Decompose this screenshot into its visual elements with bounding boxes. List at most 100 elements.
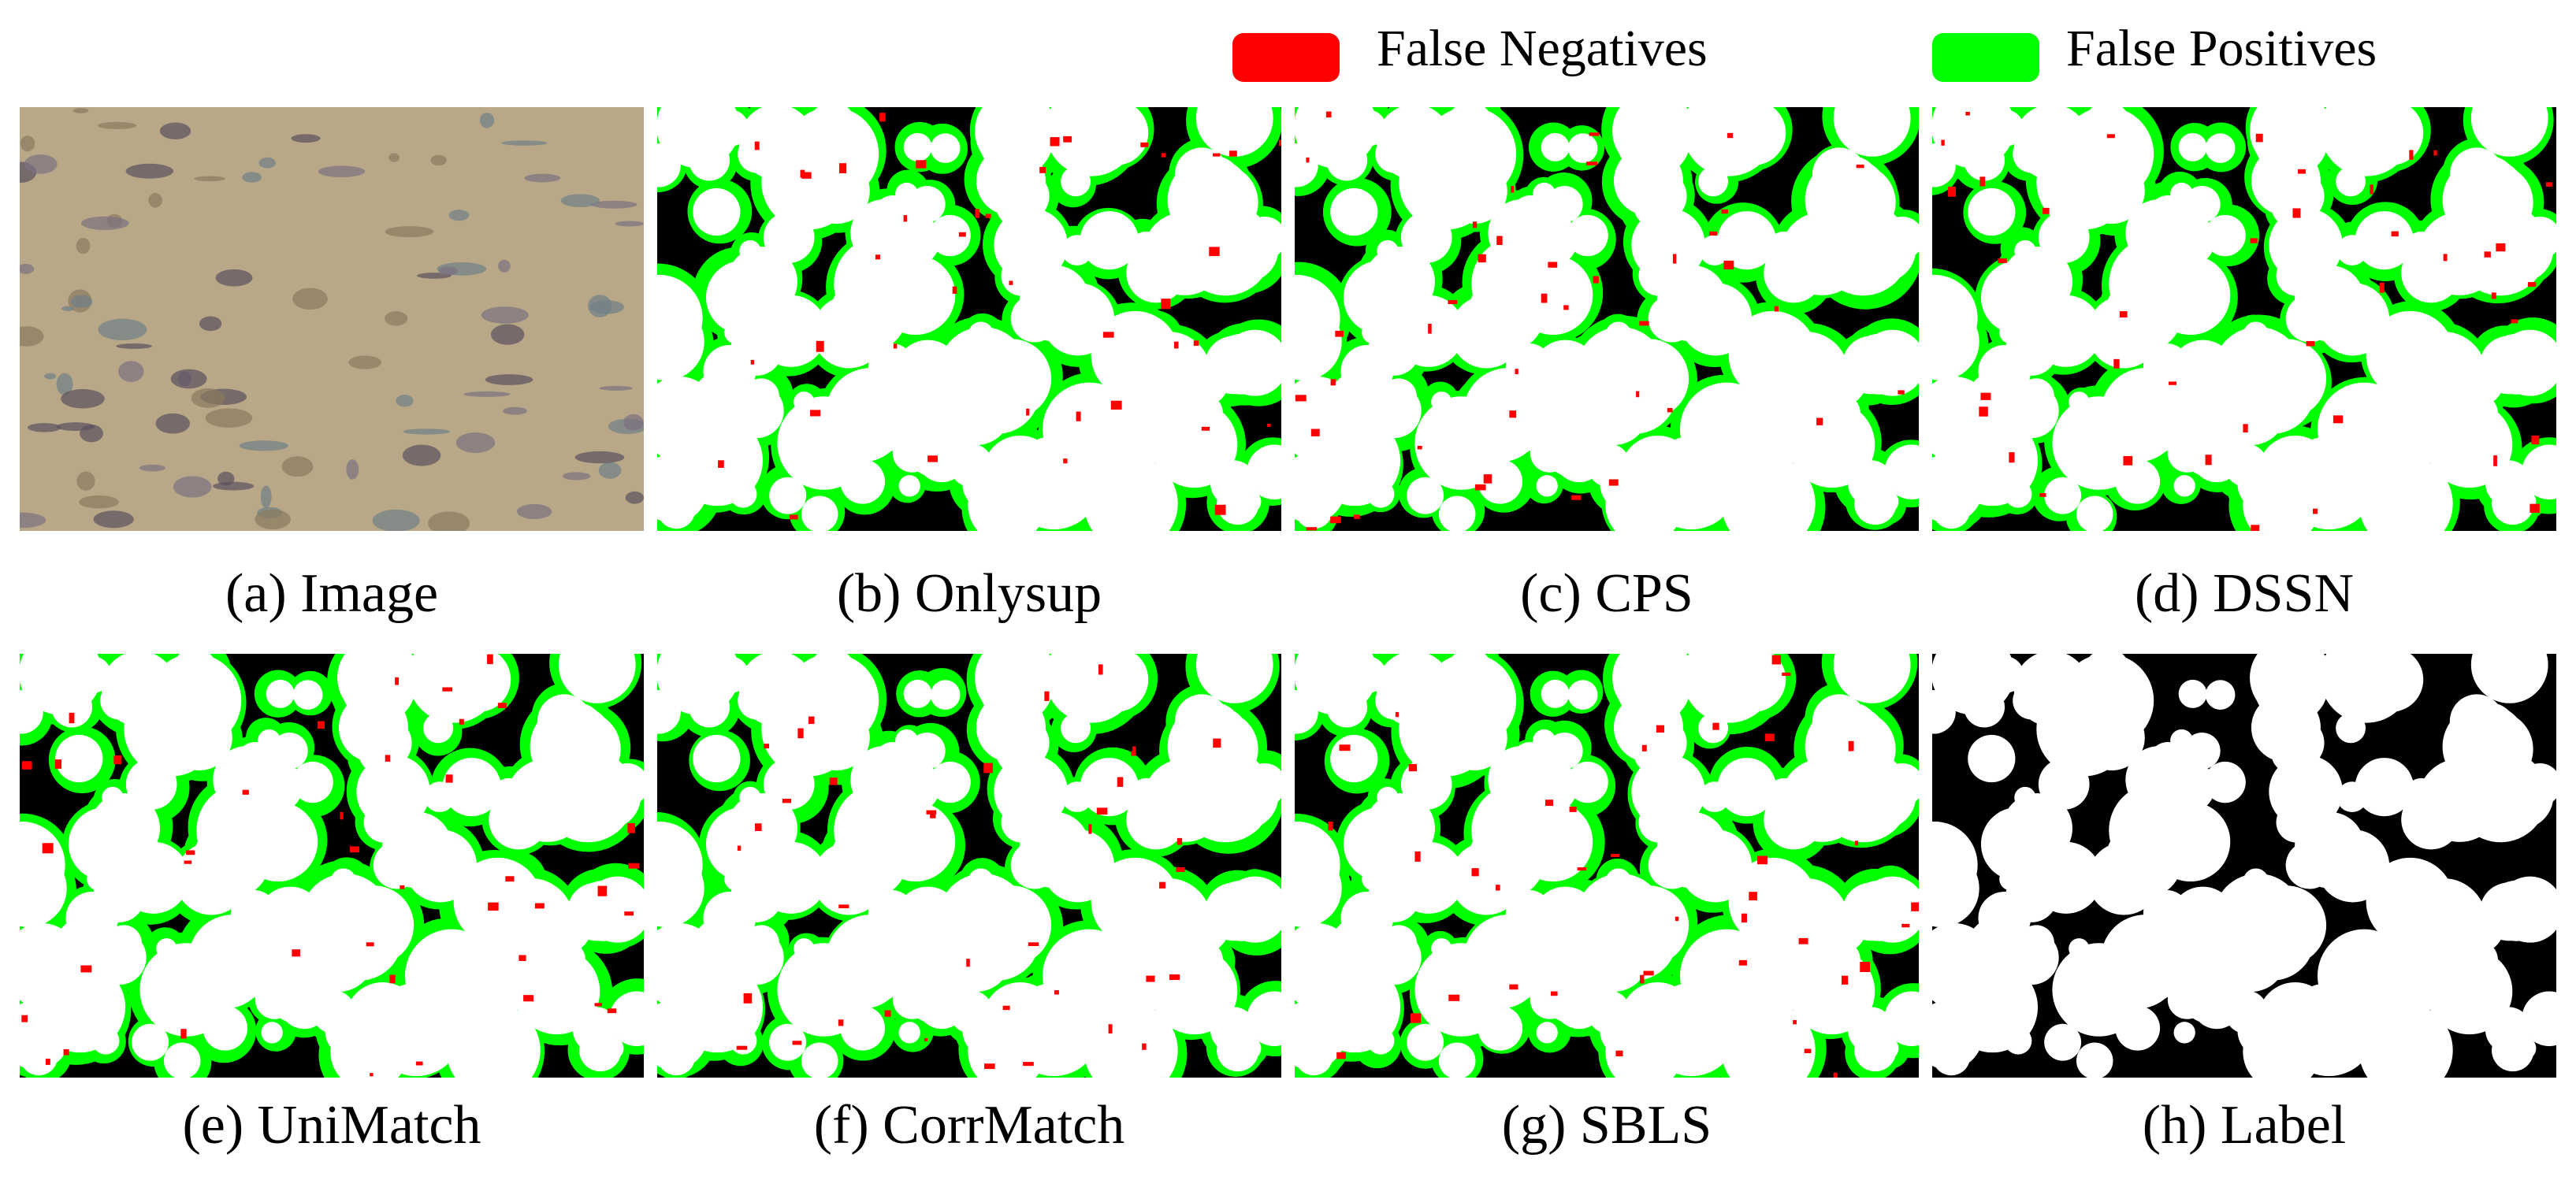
foreground (1431, 391, 1452, 413)
foreground (1471, 783, 1566, 878)
vegetation (76, 237, 91, 254)
false-negative (242, 789, 249, 795)
false-negative (1039, 166, 1046, 173)
false-negative (1615, 1050, 1623, 1057)
foreground (1438, 495, 1476, 531)
foreground (975, 107, 1057, 173)
foreground (403, 829, 478, 903)
vegetation (170, 369, 207, 389)
foreground (2512, 332, 2541, 361)
segmentation-map (1295, 654, 1919, 1078)
segmentation-map (657, 654, 1281, 1078)
false-negative (2545, 182, 2552, 187)
foreground (1221, 876, 1281, 943)
foreground (712, 109, 749, 147)
foreground (1400, 304, 1444, 347)
false-negative (45, 1058, 50, 1065)
false-negative (893, 343, 898, 349)
foreground (1441, 704, 1507, 771)
legend-label: False Negatives (1377, 20, 1708, 77)
foreground (2317, 929, 2411, 1023)
foreground (1247, 444, 1281, 500)
foreground (2328, 117, 2359, 148)
foreground (2316, 283, 2390, 356)
vegetation (516, 503, 552, 519)
foreground (1987, 109, 2024, 147)
false-negative (808, 716, 815, 725)
vegetation (560, 194, 600, 208)
foreground (292, 680, 323, 710)
foreground (1067, 488, 1091, 513)
vegetation (625, 491, 644, 504)
foreground (1330, 734, 1378, 783)
false-negative (789, 514, 798, 520)
foreground (188, 915, 277, 1004)
foreground (1295, 302, 1342, 380)
foreground (2205, 133, 2236, 163)
foreground (606, 763, 644, 807)
false-negative (1721, 209, 1728, 214)
false-negative (1639, 321, 1649, 326)
false-negative (2119, 311, 2128, 318)
foreground (801, 1042, 838, 1078)
foreground (1478, 458, 1523, 504)
foreground (2243, 321, 2269, 347)
foreground (1174, 694, 1229, 749)
foreground (1875, 879, 1903, 907)
foreground (1067, 1035, 1091, 1059)
foreground (2271, 187, 2310, 226)
panel-caption: (e) UniMatch (182, 1095, 481, 1156)
false-negative (1160, 1077, 1168, 1078)
foreground (61, 1007, 95, 1043)
foreground (337, 654, 419, 719)
vegetation (591, 200, 637, 209)
false-negative (810, 410, 821, 417)
foreground (2149, 195, 2187, 233)
foreground (693, 734, 741, 783)
foreground (20, 849, 67, 927)
false-negative (1306, 527, 1318, 531)
foreground (1221, 329, 1281, 396)
foreground (255, 980, 295, 1019)
false-negative (459, 718, 464, 725)
false-negative (838, 163, 847, 173)
foreground (292, 761, 333, 803)
foreground (489, 789, 548, 850)
foreground (1349, 656, 1387, 693)
foreground (2496, 329, 2556, 396)
foreground (74, 656, 112, 693)
foreground (2336, 166, 2366, 197)
foreground (1822, 941, 1860, 979)
vegetation (524, 173, 561, 183)
false-negative (1193, 340, 1199, 347)
false-negative (801, 172, 812, 179)
foreground (2018, 925, 2054, 962)
foreground (1704, 1035, 1729, 1059)
false-negative (42, 843, 54, 854)
foreground (698, 1007, 733, 1043)
false-negative (2511, 319, 2518, 324)
false-negative (2297, 169, 2306, 174)
false-negative (292, 949, 300, 957)
false-negative (2255, 133, 2263, 143)
foreground (769, 477, 807, 514)
foreground (840, 458, 886, 504)
foreground (423, 713, 454, 744)
vegetation (574, 451, 625, 464)
foreground (1612, 107, 1694, 173)
segmentation-map (1295, 107, 1919, 531)
false-negative (2433, 150, 2437, 156)
false-negative (2251, 525, 2260, 531)
false-negative (1076, 411, 1081, 421)
vegetation (70, 295, 93, 308)
vegetation (155, 413, 191, 434)
false-negative (1483, 474, 1492, 484)
false-negative (1474, 484, 1486, 491)
foreground (657, 938, 716, 1009)
false-negative (2306, 340, 2315, 347)
foreground (345, 982, 420, 1057)
foreground (2258, 982, 2333, 1057)
foreground (1973, 1007, 2008, 1043)
foreground (2522, 444, 2556, 500)
false-negative (1741, 913, 1747, 923)
